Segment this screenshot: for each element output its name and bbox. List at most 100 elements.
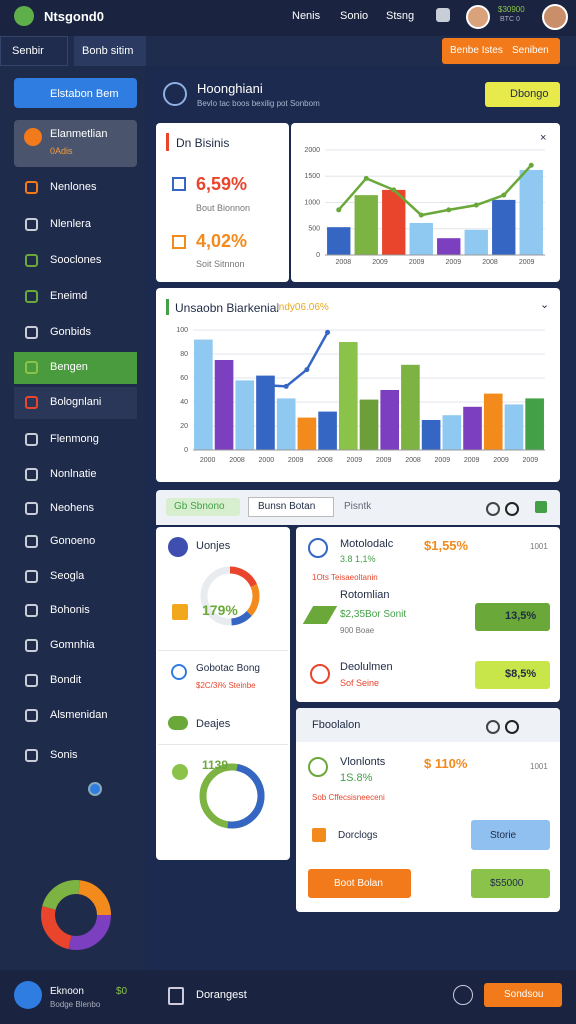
bottom-label: Dorangest	[196, 989, 247, 1001]
icon[interactable]	[453, 985, 473, 1005]
select[interactable]	[308, 869, 411, 898]
avatar[interactable]	[466, 5, 490, 29]
x-tick-label: 2009	[435, 457, 451, 464]
button-label[interactable]: Sondsou	[504, 989, 544, 1000]
select[interactable]	[471, 869, 550, 898]
sidebar-donut	[41, 880, 111, 950]
sidebar-item[interactable]: Eneimd	[50, 290, 88, 302]
button[interactable]	[485, 82, 560, 107]
gauge	[200, 566, 260, 626]
sidebar-item[interactable]: Gomnhia	[50, 639, 95, 651]
sidebar-item[interactable]: Alsmenidan	[50, 709, 108, 721]
stat-value: 6,59%	[196, 174, 248, 194]
dropdown-label[interactable]: Elstabon Bem	[50, 88, 119, 100]
icon[interactable]	[505, 720, 519, 734]
sidebar-item[interactable]: Bengen	[50, 361, 88, 373]
icon	[25, 749, 38, 762]
row-title: Deolulmen	[340, 661, 393, 673]
icon	[25, 218, 38, 231]
button[interactable]	[484, 983, 562, 1007]
close[interactable]: ×	[540, 132, 547, 144]
x-tick-label: 2009	[347, 457, 363, 464]
card-title: Dn Bisinis	[176, 136, 230, 150]
icon[interactable]	[535, 501, 547, 513]
badge-label: $8,5%	[505, 668, 537, 680]
button-label[interactable]: Bunsn Botan	[258, 501, 316, 512]
icon[interactable]	[505, 502, 519, 516]
nav-link[interactable]: Sonio	[340, 10, 369, 22]
gauge-value: 179%	[202, 602, 238, 618]
select-label[interactable]: Boot Bolan	[334, 878, 383, 889]
sidebar-item[interactable]: Nonlnatie	[50, 468, 97, 480]
segment	[200, 566, 260, 626]
sidebar-item[interactable]: Sooclones	[50, 254, 102, 266]
tab-label[interactable]: Bonb sitim	[82, 45, 134, 57]
link[interactable]: Pisntk	[344, 501, 372, 512]
button-label[interactable]: Dbongo	[510, 88, 549, 100]
nav-link[interactable]: Stsng	[386, 10, 415, 22]
row-value: $ 110%	[424, 756, 468, 771]
sidebar-item[interactable]: Bolognlani	[50, 396, 102, 408]
bar	[492, 199, 516, 255]
badge-label: 13,5%	[505, 610, 537, 622]
point	[363, 175, 369, 181]
tab[interactable]	[74, 36, 146, 66]
icon[interactable]	[168, 987, 184, 1005]
icon[interactable]	[486, 720, 500, 734]
y-tick-label: 80	[180, 351, 188, 358]
x-tick-label: 2008	[482, 259, 498, 266]
icon	[25, 433, 38, 446]
menu[interactable]	[0, 36, 68, 66]
pill-label[interactable]: Gb Sbnono	[174, 501, 225, 512]
active-title[interactable]: Elanmetlian	[50, 128, 108, 140]
button[interactable]	[442, 38, 560, 64]
bar	[338, 342, 358, 450]
page-title: Hoonghiani	[197, 81, 263, 96]
badge: $0	[116, 986, 128, 997]
menu-label[interactable]: Senbir	[12, 45, 44, 57]
point	[391, 187, 397, 193]
button[interactable]	[248, 497, 334, 517]
x-tick-label: 2008	[336, 259, 352, 266]
select[interactable]	[471, 820, 550, 850]
icon[interactable]	[436, 8, 450, 22]
x-tick-label: 2009	[523, 457, 539, 464]
button-label[interactable]: Seniben	[512, 45, 549, 56]
expand[interactable]: ⌄	[540, 299, 550, 311]
chart-badge: Indy06.06%	[276, 302, 329, 313]
select-label[interactable]: $55000	[490, 878, 524, 889]
avatar[interactable]	[542, 4, 568, 30]
sidebar-item[interactable]: Bohonis	[50, 604, 90, 616]
sidebar-item[interactable]: Seogla	[50, 570, 85, 582]
x-tick-label: 2009	[372, 259, 388, 266]
chart: 0 20 40 60 80 100 2000 2008 2000 2009 2008 2009 2009…	[176, 327, 545, 464]
bar	[276, 398, 296, 450]
sidebar-item[interactable]: Flenmong	[50, 433, 99, 445]
sidebar-item[interactable]: Gonbids	[50, 326, 91, 338]
x-tick-label: 2000	[259, 457, 275, 464]
select-label[interactable]: Storie	[490, 830, 517, 841]
icon	[168, 716, 188, 730]
nav-link[interactable]: Nenis	[292, 10, 321, 22]
pill[interactable]	[166, 498, 240, 516]
dropdown[interactable]	[14, 78, 137, 108]
avatar[interactable]	[14, 981, 42, 1009]
divider	[158, 744, 288, 745]
sidebar-item[interactable]: Nlenlera	[50, 218, 91, 230]
row-title: Gobotac Bong	[196, 663, 260, 674]
bar	[382, 189, 406, 255]
sidebar-item[interactable]: Sonis	[50, 749, 78, 761]
sidebar-item[interactable]: Bondit	[50, 674, 82, 686]
chart-title: Unsaobn Biarkenial	[175, 301, 280, 315]
x-tick-label: 2009	[409, 259, 425, 266]
y-tick-label: 0	[316, 252, 320, 259]
sidebar-item[interactable]: Neohens	[50, 502, 95, 514]
icon	[25, 639, 38, 652]
brand: Ntsgond0	[44, 9, 104, 24]
row-note: Sob Cffecsisneeceni	[312, 793, 385, 802]
icon[interactable]	[486, 502, 500, 516]
sidebar-item[interactable]: Gonoeno	[50, 535, 96, 547]
sidebar-item[interactable]: Nenlones	[50, 181, 97, 193]
button-label[interactable]: Benbe Istes	[450, 45, 503, 56]
